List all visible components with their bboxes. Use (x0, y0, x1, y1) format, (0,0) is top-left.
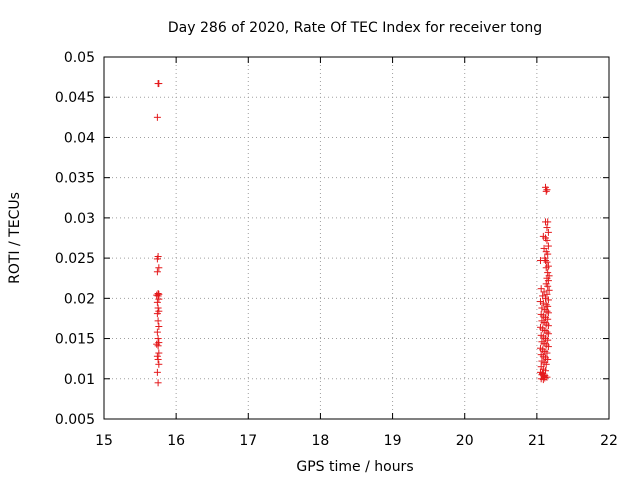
x-tick-label: 18 (312, 433, 330, 449)
plot-frame (103, 56, 610, 420)
data-point (536, 298, 544, 306)
data-point (155, 264, 163, 272)
y-tick-label: 0.01 (64, 372, 95, 388)
x-tick-labels: 15 16 17 18 19 20 21 22 (95, 433, 618, 449)
data-point (544, 282, 552, 290)
data-point (155, 295, 163, 303)
data-point (544, 242, 552, 250)
data-point (154, 342, 162, 350)
y-axis-label: ROTI / TECUs (7, 192, 23, 284)
grid-lines (104, 57, 609, 419)
data-point (544, 336, 552, 344)
data-point (538, 304, 546, 312)
data-point (543, 258, 551, 266)
data-point (545, 286, 553, 294)
data-point (543, 307, 551, 315)
y-tick-label: 0.02 (64, 291, 95, 307)
data-point (542, 264, 550, 272)
data-points (153, 80, 553, 387)
data-point (153, 268, 161, 276)
y-tick-label: 0.025 (55, 251, 95, 267)
y-tick-label: 0.015 (55, 332, 95, 348)
data-point (542, 187, 550, 195)
x-tick-label: 19 (384, 433, 402, 449)
data-point (544, 330, 552, 338)
data-point (544, 309, 552, 317)
data-point (544, 315, 552, 323)
y-tick-labels: 0.005 0.01 0.015 0.02 0.025 0.03 0.035 0.04 0.04… (55, 50, 95, 428)
data-point (544, 269, 552, 277)
data-point (544, 296, 552, 304)
data-point (544, 302, 552, 310)
data-point (543, 328, 551, 336)
y-tick-label: 0.03 (64, 211, 95, 227)
y-tick-label: 0.04 (64, 130, 95, 146)
data-point (543, 186, 551, 194)
x-axis-label: GPS time / hours (296, 459, 413, 475)
data-point (544, 228, 552, 236)
data-point (541, 374, 549, 382)
data-point (153, 352, 161, 360)
data-point (154, 304, 162, 312)
data-point (153, 298, 161, 306)
y-tick-label: 0.045 (55, 90, 95, 106)
data-point (153, 255, 161, 263)
data-point (539, 376, 547, 384)
data-point (543, 224, 551, 232)
data-point (536, 257, 544, 265)
data-point (155, 360, 163, 368)
x-tick-label: 20 (456, 433, 474, 449)
data-point (539, 369, 547, 377)
data-point (153, 368, 161, 376)
data-point (542, 301, 550, 309)
data-point (154, 335, 162, 343)
y-tick-label: 0.035 (55, 171, 95, 187)
data-point (539, 299, 547, 307)
x-tick-label: 15 (95, 433, 113, 449)
y-tick-label: 0.005 (55, 412, 95, 428)
data-point (544, 343, 552, 351)
data-point (544, 218, 552, 226)
data-point (153, 291, 161, 299)
data-point (154, 355, 162, 363)
data-point (153, 310, 161, 318)
data-point (154, 317, 162, 325)
data-point (154, 379, 162, 387)
data-point (153, 328, 161, 336)
data-point (155, 322, 163, 330)
data-point (543, 236, 551, 244)
data-point (540, 372, 548, 380)
data-point (542, 360, 550, 368)
data-point (155, 80, 163, 88)
data-point (154, 292, 162, 300)
x-tick-label: 16 (167, 433, 185, 449)
x-tick-label: 22 (600, 433, 618, 449)
data-point (544, 250, 552, 258)
data-point (543, 290, 551, 298)
x-tick-label: 21 (528, 433, 546, 449)
chart-title: Day 286 of 2020, Rate Of TEC Index for r… (168, 20, 542, 36)
x-tick-label: 17 (239, 433, 257, 449)
data-point (153, 113, 161, 121)
data-point (544, 322, 552, 330)
data-point (153, 340, 161, 348)
data-point (544, 355, 552, 363)
data-point (542, 294, 550, 302)
y-tick-label: 0.05 (64, 50, 95, 66)
data-point (155, 349, 163, 357)
data-point (537, 285, 545, 293)
data-point (543, 349, 551, 357)
